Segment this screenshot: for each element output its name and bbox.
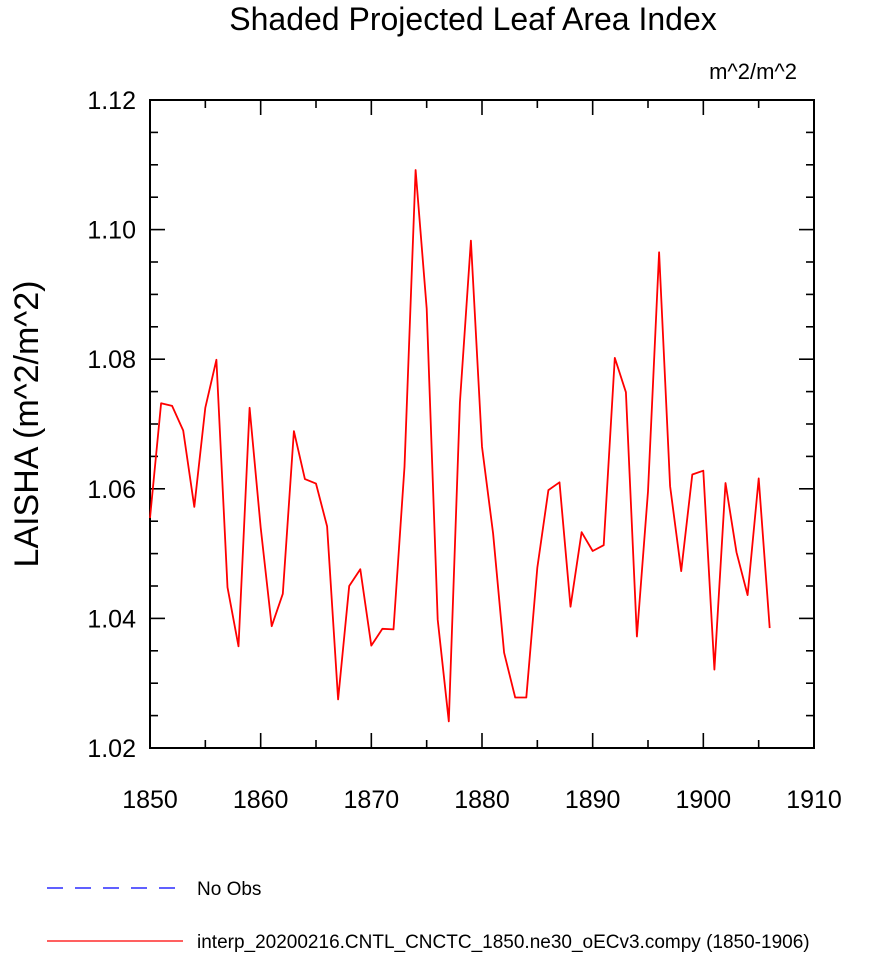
x-tick-label: 1850 bbox=[122, 786, 178, 814]
x-tick-label: 1900 bbox=[676, 786, 732, 814]
x-tick-label: 1910 bbox=[786, 786, 842, 814]
y-tick-label: 1.02 bbox=[87, 735, 136, 763]
units-label: m^2/m^2 bbox=[709, 59, 797, 84]
x-tick-label: 1870 bbox=[344, 786, 400, 814]
y-axis-label: LAISHA (m^2/m^2) bbox=[8, 281, 46, 568]
x-tick-label: 1860 bbox=[233, 786, 289, 814]
series-group bbox=[149, 169, 771, 723]
y-tick-label: 1.04 bbox=[87, 605, 136, 633]
x-tick-label: 1880 bbox=[454, 786, 510, 814]
y-tick-label: 1.06 bbox=[87, 476, 136, 504]
x-tick-labels: 1850 1860 1870 1880 1890 1900 1910 bbox=[122, 786, 842, 814]
legend-label-model: interp_20200216.CNTL_CNCTC_1850.ne30_oEC… bbox=[197, 932, 810, 953]
legend: No Obs interp_20200216.CNTL_CNCTC_1850.n… bbox=[47, 879, 810, 953]
axis-ticks bbox=[149, 99, 815, 749]
series-line bbox=[149, 169, 771, 723]
y-tick-label: 1.08 bbox=[87, 346, 136, 374]
y-tick-label: 1.10 bbox=[87, 217, 136, 245]
chart-title: Shaded Projected Leaf Area Index bbox=[229, 1, 716, 37]
y-tick-label: 1.12 bbox=[87, 87, 136, 115]
x-tick-label: 1890 bbox=[565, 786, 621, 814]
legend-label-no-obs: No Obs bbox=[197, 879, 261, 900]
y-tick-labels: 1.02 1.04 1.06 1.08 1.10 1.12 bbox=[87, 87, 136, 763]
